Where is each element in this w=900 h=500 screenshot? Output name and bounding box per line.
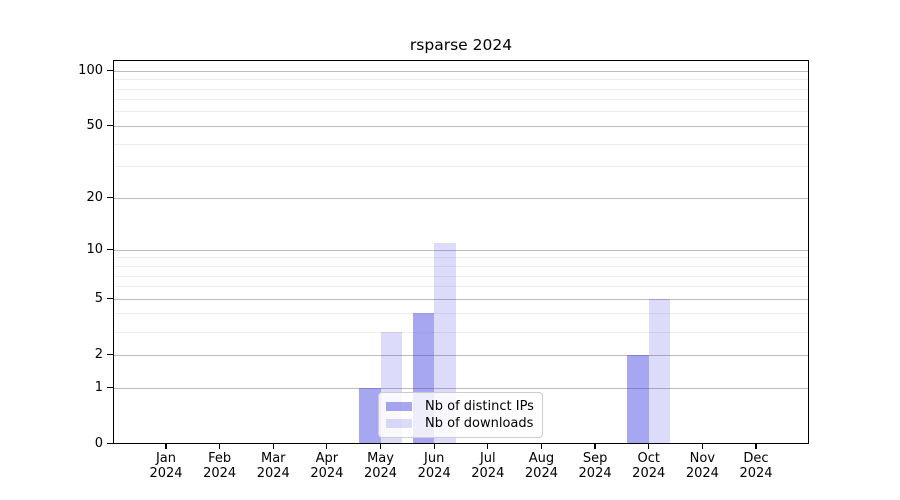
- x-tick-label: Oct 2024: [632, 450, 666, 482]
- x-tick-label: Nov 2024: [685, 450, 719, 482]
- y-tick-label: 2: [94, 346, 103, 362]
- x-tick-mark: [219, 443, 221, 449]
- minor-gridline: [113, 166, 809, 168]
- legend: Nb of distinct IPs Nb of downloads: [378, 392, 543, 438]
- y-tick-mark: [107, 70, 113, 72]
- x-tick-mark: [272, 443, 274, 449]
- minor-gridline: [113, 266, 809, 267]
- minor-gridline: [113, 331, 809, 333]
- x-tick-label: Apr 2024: [310, 450, 344, 482]
- y-tick-label: 1: [94, 379, 103, 395]
- minor-gridline: [113, 257, 809, 259]
- minor-gridline: [113, 88, 809, 90]
- legend-swatch-downloads: [386, 419, 412, 428]
- y-tick-label: 0: [94, 435, 103, 451]
- y-tick-mark: [107, 249, 113, 251]
- x-tick-label: May 2024: [363, 450, 398, 482]
- x-tick-label: Aug 2024: [524, 450, 558, 482]
- legend-item-downloads: Nb of downloads: [386, 415, 534, 432]
- x-tick-mark: [540, 443, 543, 449]
- minor-gridline: [113, 143, 809, 145]
- minor-gridline: [113, 79, 809, 81]
- y-tick-label: 100: [78, 62, 103, 78]
- x-tick-label: Sep 2024: [578, 450, 612, 482]
- legend-item-distinct-ips: Nb of distinct IPs: [386, 398, 534, 415]
- y-tick-label: 10: [86, 241, 103, 257]
- y-tick-mark: [107, 298, 113, 300]
- major-gridline: [113, 354, 809, 356]
- y-tick-label: 5: [94, 290, 103, 306]
- minor-gridline: [113, 111, 809, 113]
- x-tick-label: Jun 2024: [417, 450, 451, 482]
- x-tick-label: Feb 2024: [203, 450, 237, 482]
- x-tick-mark: [701, 443, 703, 449]
- x-tick-mark: [487, 443, 489, 449]
- x-tick-label: Jan 2024: [149, 450, 183, 482]
- x-tick-label: Mar 2024: [256, 450, 290, 482]
- bar-nb-of-distinct-ips: [627, 354, 649, 444]
- y-tick-label: 50: [86, 117, 103, 133]
- minor-gridline: [113, 275, 809, 277]
- chart-title: rsparse 2024: [409, 36, 513, 54]
- plot-area: [113, 59, 809, 444]
- y-tick-mark: [107, 125, 113, 127]
- major-gridline: [113, 387, 809, 389]
- minor-gridline: [113, 99, 809, 101]
- major-gridline: [113, 125, 809, 127]
- major-gridline: [113, 197, 809, 199]
- minor-gridline: [113, 286, 809, 288]
- major-gridline: [113, 249, 809, 251]
- major-gridline: [113, 298, 809, 300]
- x-tick-mark: [594, 443, 596, 449]
- x-tick-mark: [433, 443, 435, 449]
- x-tick-mark: [379, 443, 382, 449]
- y-tick-mark: [107, 442, 113, 445]
- y-tick-mark: [107, 354, 113, 356]
- major-gridline: [113, 70, 809, 72]
- legend-label-downloads: Nb of downloads: [425, 416, 534, 431]
- y-tick-mark: [107, 196, 113, 199]
- x-tick-mark: [648, 443, 650, 449]
- y-tick-mark: [107, 386, 113, 389]
- x-tick-label: Jul 2024: [471, 450, 505, 482]
- minor-gridline: [113, 313, 809, 315]
- x-tick-mark: [755, 443, 757, 449]
- bar-nb-of-downloads: [648, 298, 671, 444]
- y-tick-label: 20: [86, 189, 103, 205]
- x-tick-mark: [165, 443, 167, 449]
- legend-swatch-distinct-ips: [386, 402, 412, 411]
- x-tick-mark: [326, 443, 328, 449]
- x-tick-label: Dec 2024: [739, 450, 773, 482]
- legend-label-distinct-ips: Nb of distinct IPs: [425, 399, 534, 414]
- bar-nb-of-distinct-ips: [359, 387, 381, 444]
